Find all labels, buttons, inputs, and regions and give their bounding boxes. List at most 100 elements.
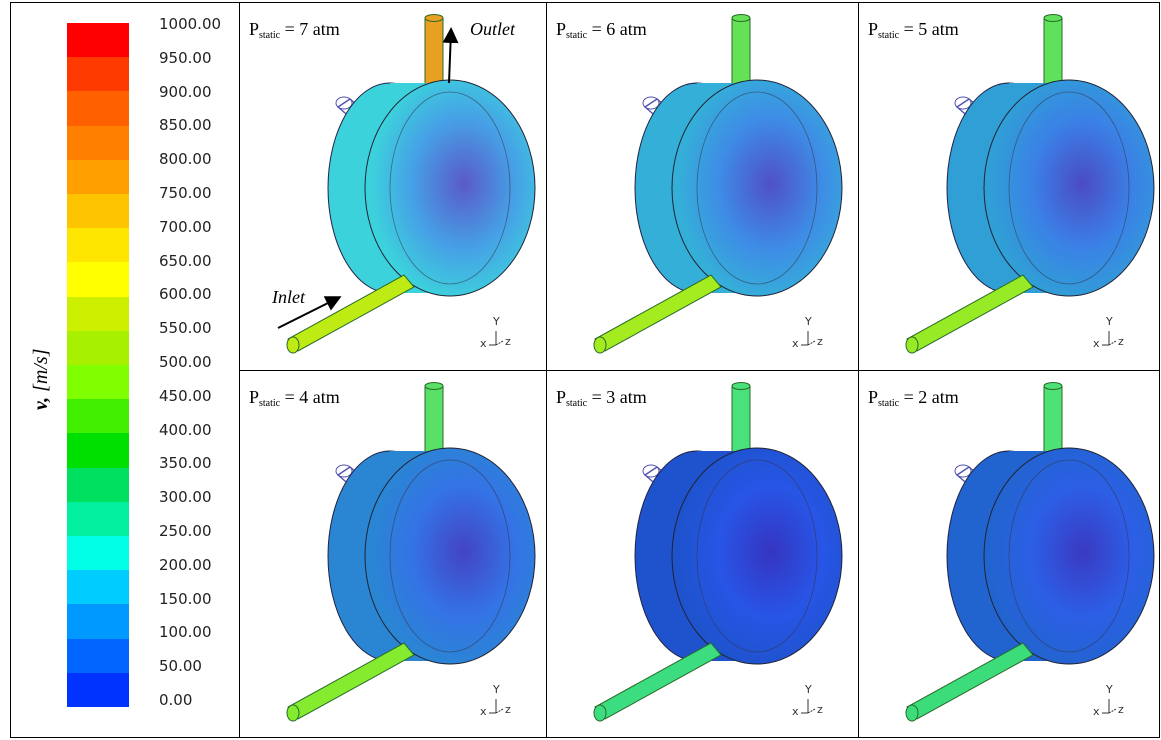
colorbar-tick-label: 900.00 bbox=[159, 82, 212, 101]
pressure-subscript: static bbox=[259, 30, 281, 41]
vortex-chamber bbox=[634, 447, 843, 665]
figure-table: v, [m/s] 1000.00 950.00 900.00 850.00 800.00… bbox=[10, 2, 1160, 738]
axis-y-label: Y bbox=[493, 683, 500, 696]
colorbar-tick-label: 750.00 bbox=[159, 184, 212, 202]
axis-y-label: Y bbox=[805, 315, 812, 328]
colorbar-tick-label: 100.00 bbox=[159, 623, 212, 642]
colorbar-swatch bbox=[67, 296, 129, 332]
colorbar-tick-label: 50.00 bbox=[159, 657, 202, 676]
axis-y-label: Y bbox=[1106, 683, 1113, 696]
colorbar-swatch bbox=[67, 125, 129, 161]
vortex-chamber bbox=[946, 447, 1155, 665]
legend-cell: v, [m/s] 1000.00 950.00 900.00 850.00 800.00… bbox=[11, 3, 239, 737]
colorbar-swatch bbox=[67, 57, 129, 92]
colorbar-tick-label: 500.00 bbox=[159, 353, 212, 371]
pressure-symbol: P bbox=[556, 387, 567, 407]
axis-x-label: x bbox=[480, 337, 487, 350]
axis-z-label: z bbox=[505, 703, 511, 716]
axis-y-label: Y bbox=[1106, 315, 1113, 328]
axis-y-label: Y bbox=[493, 315, 500, 328]
inlet-label: Inlet bbox=[272, 287, 305, 307]
divider-horizontal bbox=[239, 370, 1159, 371]
axis-x-label: x bbox=[792, 337, 799, 350]
colorbar-tick-label: 350.00 bbox=[159, 454, 212, 473]
inlet-pipe bbox=[593, 274, 722, 354]
colorbar-swatch bbox=[67, 194, 129, 229]
axis-x-label: x bbox=[1093, 705, 1100, 718]
pressure-subscript: static bbox=[878, 398, 900, 409]
inlet-pipe bbox=[905, 642, 1034, 722]
outlet-pipe bbox=[1043, 14, 1063, 99]
outlet-pipe bbox=[1043, 382, 1063, 467]
colorbar-swatch bbox=[67, 570, 129, 605]
colorbar-swatch bbox=[67, 536, 129, 571]
inlet-arrow bbox=[277, 296, 342, 329]
inlet-pipe bbox=[905, 274, 1034, 354]
pressure-value: = 7 atm bbox=[280, 19, 340, 39]
colorbar-swatch bbox=[67, 91, 129, 127]
axis-z-label: z bbox=[817, 703, 823, 716]
pressure-value: = 3 atm bbox=[587, 387, 647, 407]
axis-x-label: x bbox=[1093, 337, 1100, 350]
axis-z-label: z bbox=[505, 335, 511, 348]
pressure-value: = 2 atm bbox=[899, 387, 959, 407]
colorbar-tick-label: 650.00 bbox=[159, 251, 212, 270]
pressure-label: Pstatic = 2 atm bbox=[868, 387, 959, 409]
colorbar-swatch bbox=[67, 501, 129, 537]
axis-z-label: z bbox=[1118, 703, 1124, 716]
pressure-value: = 6 atm bbox=[587, 19, 647, 39]
outlet-arrow bbox=[442, 27, 459, 84]
outlet-pipe bbox=[424, 382, 444, 467]
pressure-subscript: static bbox=[878, 30, 900, 41]
colorbar-tick-label: 250.00 bbox=[159, 522, 212, 540]
colorbar-tick-label: 950.00 bbox=[159, 48, 212, 67]
colorbar-swatch bbox=[67, 433, 129, 469]
pressure-subscript: static bbox=[566, 30, 588, 41]
colorbar-swatch bbox=[67, 399, 129, 434]
axis-z-label: z bbox=[1118, 335, 1124, 348]
pressure-symbol: P bbox=[868, 19, 879, 39]
colorbar-tick-label: 550.00 bbox=[159, 319, 212, 338]
axis-z-label: z bbox=[817, 335, 823, 348]
pressure-subscript: static bbox=[566, 398, 588, 409]
pressure-label: Pstatic = 5 atm bbox=[868, 19, 959, 41]
pressure-label: Pstatic = 4 atm bbox=[249, 387, 340, 409]
colorbar bbox=[67, 23, 129, 708]
colorbar-swatch bbox=[67, 159, 129, 195]
inlet-pipe bbox=[286, 274, 415, 354]
colorbar-tick-label: 600.00 bbox=[159, 285, 212, 304]
colorbar-tick-label: 700.00 bbox=[159, 217, 212, 236]
colorbar-tick-label: 300.00 bbox=[159, 488, 212, 507]
vortex-chamber bbox=[327, 447, 536, 665]
colorbar-tick-label: 800.00 bbox=[159, 150, 212, 169]
colorbar-swatch bbox=[67, 672, 129, 708]
colorbar-swatch bbox=[67, 330, 129, 366]
colorbar-swatch bbox=[67, 262, 129, 298]
pressure-value: = 5 atm bbox=[899, 19, 959, 39]
axis-y-label: Y bbox=[805, 683, 812, 696]
pressure-label: Pstatic = 6 atm bbox=[556, 19, 647, 41]
colorbar-tick-label: 0.00 bbox=[159, 691, 193, 709]
pressure-label: Pstatic = 7 atm bbox=[249, 19, 340, 41]
vortex-chamber bbox=[327, 79, 536, 297]
colorbar-tick-label: 850.00 bbox=[159, 116, 212, 135]
inlet-pipe bbox=[286, 642, 415, 722]
colorbar-swatch bbox=[67, 365, 129, 400]
vortex-chamber bbox=[634, 79, 843, 297]
legend-symbol: v, bbox=[30, 396, 52, 410]
colorbar-tick-label: 400.00 bbox=[159, 420, 212, 439]
pressure-symbol: P bbox=[868, 387, 879, 407]
colorbar-swatch bbox=[67, 23, 129, 58]
colorbar-tick-label: 150.00 bbox=[159, 589, 212, 608]
